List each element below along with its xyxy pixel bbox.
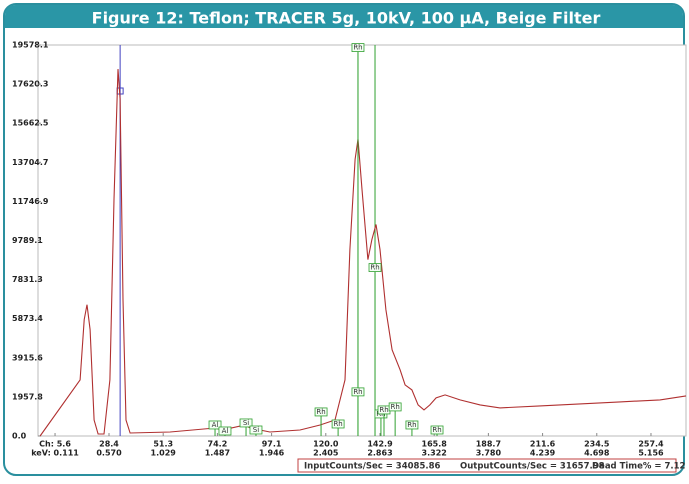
annotation-box [368, 263, 382, 272]
x-tick-label: 188.7 [476, 440, 501, 449]
annotation: Rh [432, 426, 441, 434]
annotation: Rh [379, 406, 388, 414]
x-tick-label: 97.1 [262, 440, 282, 449]
annotation: Rh [407, 421, 416, 429]
x-tick-label: 234.5 [584, 440, 610, 449]
x-tick-label: 142.9 [367, 440, 393, 449]
x-tick-label: 165.8 [422, 440, 448, 449]
y-tick-label: 19578.1 [12, 41, 49, 50]
kev-tick-label: 3.322 [422, 449, 447, 458]
y-tick-label: 7831.3 [12, 275, 43, 284]
annotation: Al [222, 427, 229, 435]
kev-tick-label: 5.156 [638, 449, 664, 458]
y-tick-label: 1957.8 [12, 392, 43, 401]
annotation: Rh [316, 408, 325, 416]
annotation: Rh [353, 44, 362, 52]
y-tick-label: 9789.1 [12, 236, 43, 245]
y-tick-label: 15662.5 [12, 119, 49, 128]
x-tick-label: 211.6 [530, 440, 556, 449]
plot-area [37, 44, 687, 437]
y-tick-label: 0.0 [12, 432, 27, 441]
annotation-box [249, 425, 263, 435]
kev-tick-label: 4.698 [584, 449, 610, 458]
chart-title: Figure 12: Teflon; TRACER 5g, 10kV, 100 … [92, 9, 601, 28]
annotation: Si [243, 419, 249, 427]
annotation-box [351, 387, 365, 397]
y-tick-label: 3915.6 [12, 353, 43, 362]
annotation-box [388, 402, 402, 412]
kev-tick-label: 1.487 [205, 449, 230, 458]
kev-tick-label: 2.863 [367, 449, 392, 458]
kev-tick-label: 4.239 [530, 449, 556, 458]
y-tick-label: 17620.3 [12, 80, 48, 89]
footer-box [297, 458, 677, 473]
annotation-box [351, 43, 365, 52]
annotation: Al [212, 421, 219, 429]
x-tick-label: 74.2 [208, 440, 228, 449]
y-tick-label: 13704.7 [12, 158, 48, 167]
kev-tick-label: 1.029 [151, 449, 177, 458]
x-tick-label: 257.4 [638, 440, 664, 449]
footer-text: InputCounts/Sec = 34085.86 [304, 462, 441, 472]
annotation-box [239, 418, 253, 428]
kev-tick-label: keV: 0.111 [31, 449, 79, 458]
x-tick-label: 51.3 [153, 440, 173, 449]
annotation: Si [253, 426, 259, 434]
annotation-box [331, 419, 345, 429]
annotation: Rh [370, 264, 379, 272]
footer-text: OutputCounts/Sec = 31657.98 [460, 462, 605, 472]
annotation: Rh [333, 420, 342, 428]
annotation-box [430, 425, 444, 435]
y-tick-label: 11746.9 [12, 197, 49, 206]
annotation: Rh [353, 388, 362, 396]
kev-tick-label: 1.946 [259, 449, 285, 458]
footer-text: Dead Time% = 7.12 [592, 462, 686, 472]
annotation-box [405, 420, 419, 430]
x-tick-label: 28.4 [99, 440, 119, 449]
x-tick-label: 120.0 [313, 440, 339, 449]
annotation-box [218, 426, 232, 436]
title-bar [5, 5, 683, 28]
kev-tick-label: 2.405 [313, 449, 339, 458]
x-tick-label: Ch: 5.6 [39, 440, 71, 449]
annotation-box [208, 420, 222, 430]
spectrum-line [39, 69, 687, 437]
y-tick-label: 5873.4 [12, 314, 43, 323]
kev-tick-label: 3.780 [476, 449, 502, 458]
annotation-box [314, 407, 328, 417]
annotation: Rh [390, 403, 399, 411]
kev-tick-label: 0.570 [96, 449, 122, 458]
